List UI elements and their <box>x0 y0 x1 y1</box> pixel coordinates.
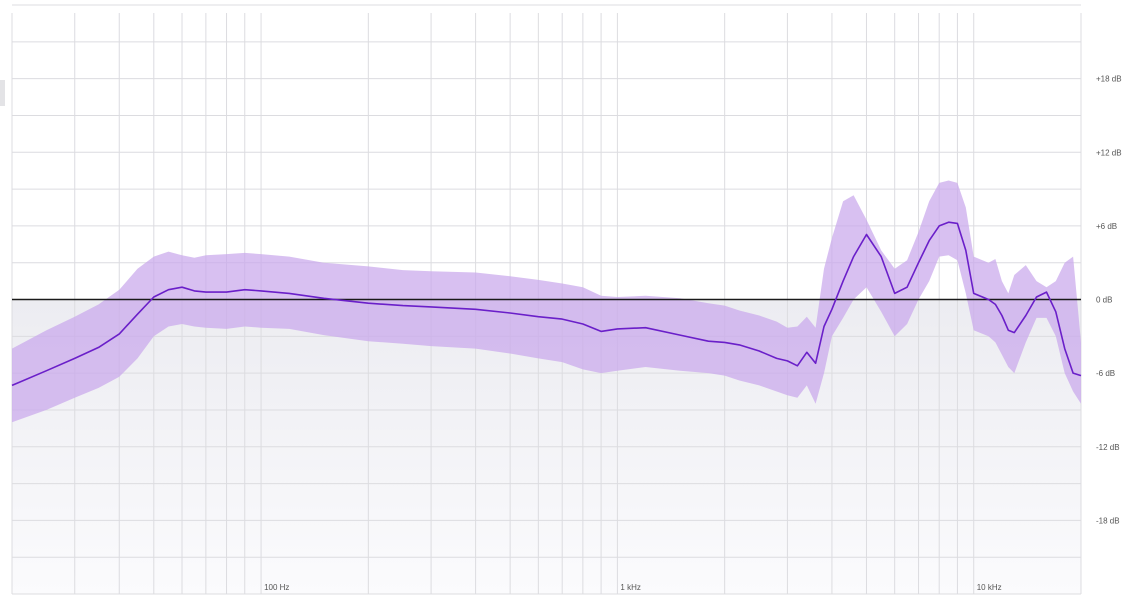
response-series <box>11 221 1082 387</box>
side-panel-handle[interactable] <box>0 80 5 106</box>
y-axis-labels: +18 dB +12 dB +6 dB 0 dB -6 dB -12 dB -18 dB <box>1096 75 1122 526</box>
y-tick-label: 0 dB <box>1096 296 1112 305</box>
y-tick-label: -18 dB <box>1096 516 1120 525</box>
y-tick-label: +6 dB <box>1096 222 1117 231</box>
y-tick-label: +18 dB <box>1096 75 1122 84</box>
x-tick-label: 100 Hz <box>264 583 289 592</box>
y-tick-label: +12 dB <box>1096 148 1122 157</box>
x-axis-labels: 100 Hz 1 kHz 10 kHz <box>264 583 1002 592</box>
x-tick-label: 1 kHz <box>620 583 640 592</box>
y-tick-label: -12 dB <box>1096 443 1120 452</box>
response-line <box>11 221 1082 387</box>
y-tick-label: -6 dB <box>1096 369 1115 378</box>
x-tick-label: 10 kHz <box>977 583 1002 592</box>
